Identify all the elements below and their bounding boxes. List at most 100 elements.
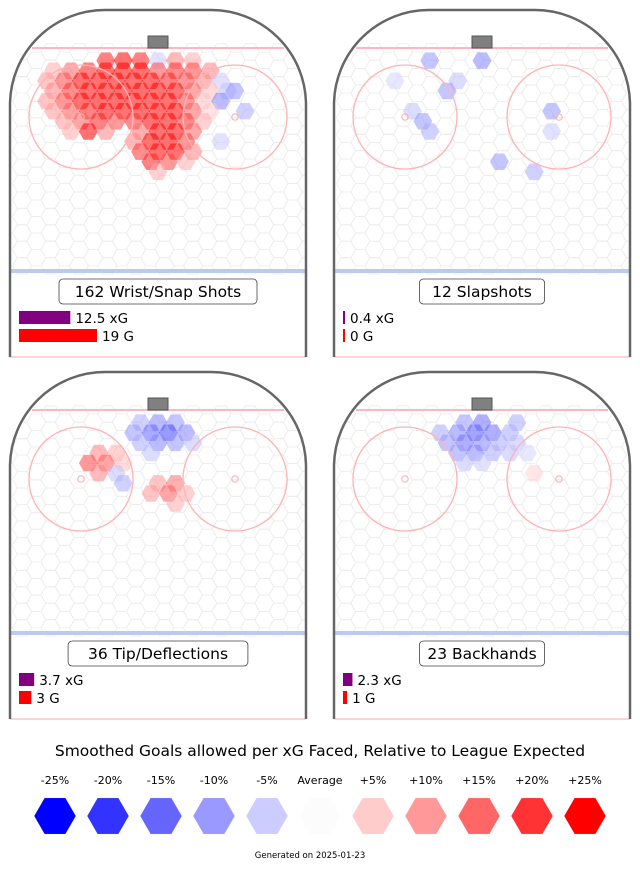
blue-line: [10, 631, 306, 635]
heat-cell: [517, 444, 537, 462]
hex-cell-outline: [621, 405, 630, 423]
hex-cell-outline: [578, 166, 599, 185]
legend-swatch: [33, 797, 77, 835]
hex-cell-outline: [521, 594, 542, 612]
hex-cell-outline: [225, 249, 246, 267]
hex-cell-outline: [140, 512, 161, 530]
hex-cell-outline: [297, 191, 306, 209]
hex-cell-outline: [435, 199, 456, 217]
hex-cell-outline: [636, 463, 640, 479]
hex-cell-outline: [168, 232, 189, 250]
hex-cell-outline: [350, 249, 371, 267]
hex-cell-outline: [492, 611, 513, 629]
hex-cell-outline: [636, 414, 640, 431]
blue-line: [334, 269, 630, 273]
hex-cell-outline: [312, 513, 331, 530]
hex-cell-outline: [549, 495, 570, 514]
hex-cell-outline: [492, 51, 513, 69]
hex-cell-outline: [225, 561, 246, 579]
hex-cell-outline: [606, 578, 627, 596]
hex-cell-outline: [407, 183, 428, 201]
goals-bar: [19, 329, 97, 342]
panel-title-box: [418, 278, 545, 305]
hex-cell-outline: [435, 594, 456, 612]
hex-cell-outline: [54, 446, 75, 464]
hex-cell-outline: [26, 166, 47, 185]
hex-cell-outline: [111, 594, 132, 612]
hex-cell-outline: [254, 232, 275, 250]
hex-cell-outline: [621, 240, 630, 259]
panel-title-box: [58, 278, 258, 305]
hex-cell-outline: [197, 561, 218, 579]
hex-cell-outline: [435, 611, 456, 629]
hex-cell-outline: [606, 232, 627, 250]
hex-cell-outline: [225, 183, 246, 201]
hex-cell-outline: [83, 611, 104, 629]
hex-cell-outline: [621, 569, 630, 588]
hex-cell-outline: [297, 537, 306, 555]
hex-cell-outline: [521, 249, 542, 267]
hex-cell-outline: [197, 528, 218, 546]
hex-cell-outline: [26, 216, 47, 234]
hex-cell-outline: [492, 133, 513, 152]
hex-cell-outline: [407, 495, 428, 514]
hex-cell-outline: [606, 594, 627, 612]
hex-cell-outline: [297, 471, 306, 489]
hex-cell-outline: [297, 109, 306, 127]
hex-cell-outline: [254, 462, 275, 481]
faceoff-dot: [555, 475, 563, 483]
hex-cell-outline: [621, 602, 630, 621]
hex-cell-outline: [350, 216, 371, 234]
hex-cell-outline: [578, 84, 599, 102]
hex-cell-outline: [407, 545, 428, 563]
hex-cell-outline: [282, 216, 303, 234]
heat-cell: [165, 434, 185, 452]
hex-cell-outline: [435, 578, 456, 596]
hex-cell-outline: [378, 232, 399, 250]
hex-cell-outline: [312, 217, 331, 234]
hex-cell-outline: [606, 512, 627, 530]
hex-cell-outline: [621, 537, 630, 555]
rink-boards: [8, 370, 308, 719]
faceoff-dot: [401, 475, 409, 483]
hex-cell-outline: [312, 167, 331, 183]
hex-cell-outline: [492, 594, 513, 612]
hex-cell-outline: [636, 447, 640, 464]
hex-cell-outline: [578, 232, 599, 250]
hex-cell-outline: [225, 578, 246, 596]
faceoff-circle: [28, 64, 134, 170]
hex-cell-outline: [521, 611, 542, 629]
hex-cell-outline: [492, 249, 513, 267]
hex-cell-outline: [197, 183, 218, 201]
hex-cell-outline: [282, 249, 303, 267]
hex-cell-outline: [26, 199, 47, 217]
hex-cell-outline: [83, 249, 104, 267]
hex-cell-outline: [254, 150, 275, 168]
heat-cell: [500, 444, 520, 462]
hex-cell-outline: [297, 619, 306, 637]
panel-title: 36 Tip/Deflections: [88, 645, 228, 663]
hex-cell-outline: [312, 612, 331, 628]
hex-cell-outline: [297, 240, 306, 259]
legend-swatch: [245, 797, 289, 835]
faceoff-circle: [28, 426, 134, 532]
hex-cell-outline: [521, 84, 542, 102]
hex-cell-outline: [464, 68, 485, 86]
hex-cell-outline: [297, 487, 306, 505]
hex-cell-outline: [606, 150, 627, 168]
hex-cell-outline: [378, 528, 399, 546]
hex-cell-outline: [464, 101, 485, 119]
hex-cell-outline: [297, 438, 306, 456]
heat-cell: [489, 153, 509, 170]
hex-cell-outline: [521, 232, 542, 250]
hex-cell-outline: [225, 150, 246, 168]
hex-cell-outline: [464, 495, 485, 514]
hex-cell-outline: [111, 216, 132, 234]
rink-boards: [332, 8, 632, 357]
rink-panel: 162 Wrist/Snap Shots 12.5 xG 19 G: [8, 8, 331, 358]
hex-cell-outline: [54, 150, 75, 168]
hex-cell-outline: [197, 216, 218, 234]
hex-cell-outline: [464, 512, 485, 530]
hex-cell-outline: [282, 199, 303, 217]
hex-cell-outline: [521, 68, 542, 86]
